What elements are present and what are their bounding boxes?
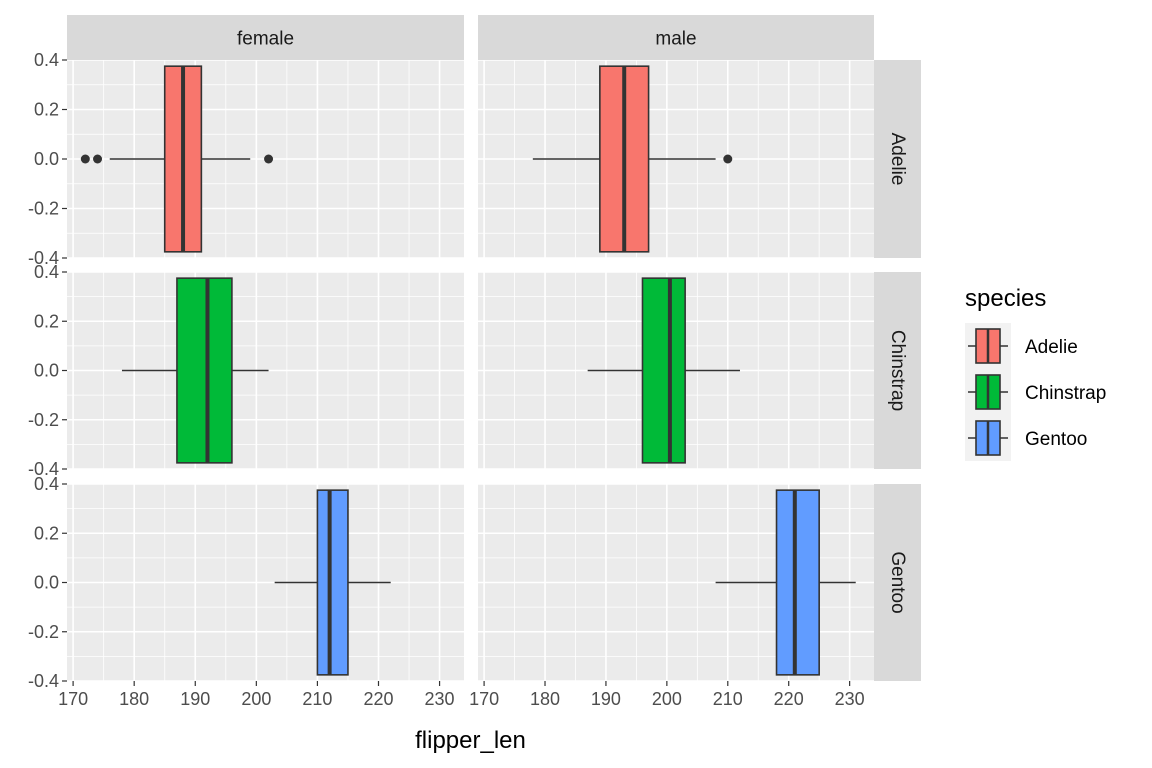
legend-entry-Chinstrap: Chinstrap [965, 369, 1106, 415]
y-tick-label: -0.2 [28, 622, 59, 642]
strip-background [874, 272, 921, 469]
strip-label-Adelie: Adelie [887, 133, 908, 186]
box [176, 277, 233, 464]
x-axis-male: 170 180 190 200 210 220 230 [469, 681, 865, 709]
outlier-point [264, 154, 274, 164]
x-tick-label: 170 [58, 689, 88, 709]
y-tick-label: 0.0 [34, 149, 59, 169]
legend-title: species [965, 285, 1046, 312]
box [775, 489, 820, 676]
y-tick-label: 0.2 [34, 100, 59, 120]
boxplot-female-Adelie [80, 65, 274, 253]
strip-male: male [478, 15, 874, 60]
strip-label-Gentoo: Gentoo [887, 551, 908, 613]
x-tick-label: 210 [302, 689, 332, 709]
x-tick-label: 200 [241, 689, 271, 709]
x-tick-label: 170 [469, 689, 499, 709]
x-tick-label: 180 [530, 689, 560, 709]
y-axis-Gentoo: 0.4 0.2 0.0 -0.2 -0.4 [28, 474, 67, 691]
y-tick-label: -0.4 [28, 671, 59, 691]
outlier-point [93, 154, 103, 164]
x-tick-label: 210 [713, 689, 743, 709]
strip-label-Chinstrap: Chinstrap [887, 330, 908, 411]
boxplot-male-Chinstrap [587, 277, 740, 464]
strip-background [478, 15, 874, 60]
x-tick-label: 230 [835, 689, 865, 709]
box [316, 489, 349, 676]
legend-label-Gentoo: Gentoo [1025, 429, 1087, 450]
strip-background [874, 60, 921, 258]
legend-entry-Gentoo: Gentoo [965, 415, 1087, 461]
legend-entry-Adelie: Adelie [965, 323, 1078, 369]
strip-Chinstrap: Chinstrap [874, 272, 921, 469]
y-tick-label: 0.0 [34, 361, 59, 381]
y-tick-label: 0.4 [34, 50, 59, 70]
strip-background [67, 15, 464, 60]
x-tick-label: 230 [425, 689, 455, 709]
y-tick-label: 0.0 [34, 573, 59, 593]
strip-label-male: male [655, 29, 696, 50]
strip-label-female: female [237, 29, 294, 50]
y-axis-Adelie: 0.4 0.2 0.0 -0.2 -0.4 [28, 50, 67, 268]
x-axis-female: 170 180 190 200 210 220 230 [58, 681, 455, 709]
y-tick-label: -0.2 [28, 199, 59, 219]
panel-female-Gentoo [67, 483, 464, 682]
x-axis-title: flipper_len [415, 727, 526, 754]
strip-background [874, 484, 921, 681]
y-tick-label: -0.4 [28, 459, 59, 479]
boxplot-male-Adelie [532, 65, 733, 253]
boxplot-female-Gentoo [274, 489, 391, 676]
box [641, 277, 686, 464]
y-tick-label: 0.4 [34, 474, 59, 494]
strip-female: female [67, 15, 464, 60]
x-tick-label: 220 [774, 689, 804, 709]
y-axis-Chinstrap: 0.4 0.2 0.0 -0.2 -0.4 [28, 262, 67, 479]
y-tick-label: 0.4 [34, 262, 59, 282]
y-tick-label: -0.4 [28, 248, 59, 268]
legend: species Adelie Chinstrap Gentoo [965, 285, 1106, 461]
boxplot-male-Gentoo [715, 489, 856, 676]
x-tick-label: 190 [591, 689, 621, 709]
x-tick-label: 180 [119, 689, 149, 709]
outlier-point [80, 154, 90, 164]
legend-label-Chinstrap: Chinstrap [1025, 383, 1106, 404]
legend-label-Adelie: Adelie [1025, 337, 1078, 358]
boxplot-female-Chinstrap [121, 277, 269, 464]
y-tick-label: 0.2 [34, 523, 59, 543]
x-tick-label: 220 [363, 689, 393, 709]
strip-Gentoo: Gentoo [874, 484, 921, 681]
strip-Adelie: Adelie [874, 60, 921, 258]
outlier-point [723, 154, 733, 164]
x-tick-label: 200 [652, 689, 682, 709]
y-tick-label: -0.2 [28, 410, 59, 430]
y-tick-label: 0.2 [34, 311, 59, 331]
x-tick-label: 190 [180, 689, 210, 709]
